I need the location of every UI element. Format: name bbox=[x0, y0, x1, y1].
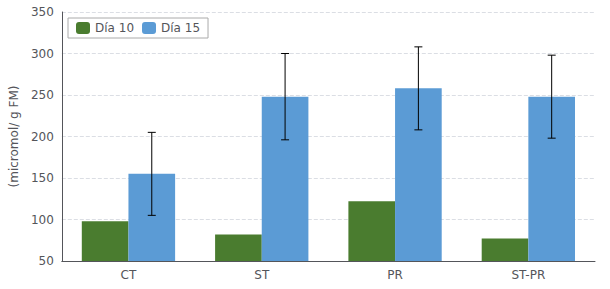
svg-text:(micromol/ g FM): (micromol/ g FM) bbox=[7, 86, 21, 188]
svg-text:PR: PR bbox=[387, 268, 403, 282]
svg-text:ST: ST bbox=[254, 268, 270, 282]
svg-text:200: 200 bbox=[31, 130, 54, 144]
svg-text:350: 350 bbox=[31, 5, 54, 19]
svg-text:Día 15: Día 15 bbox=[161, 21, 200, 35]
svg-text:150: 150 bbox=[31, 171, 54, 185]
svg-text:CT: CT bbox=[121, 268, 137, 282]
svg-text:Día 10: Día 10 bbox=[95, 21, 134, 35]
svg-text:250: 250 bbox=[31, 88, 54, 102]
svg-text:ST-PR: ST-PR bbox=[511, 268, 545, 282]
svg-text:300: 300 bbox=[31, 47, 54, 61]
svg-text:100: 100 bbox=[31, 213, 54, 227]
svg-text:50: 50 bbox=[39, 254, 54, 268]
